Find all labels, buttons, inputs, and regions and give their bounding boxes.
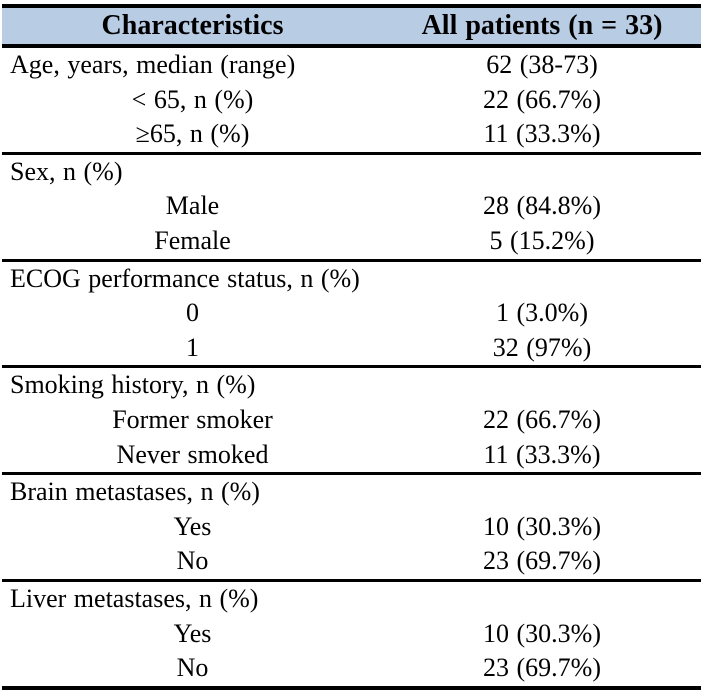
value-cell: 11 (33.3%) <box>483 439 601 469</box>
value-cell <box>383 258 701 297</box>
value-cell: 22 (66.7%) <box>483 404 601 434</box>
header-row: Characteristics All patients (n = 33) <box>2 4 701 48</box>
table-row: Male 28 (84.8%) <box>2 189 701 224</box>
characteristic-cell: Brain metastases, n (%) <box>2 472 383 510</box>
value-cell: 62 (38-73) <box>486 50 598 79</box>
characteristic-cell: Smoking history, n (%) <box>2 365 383 403</box>
column-header-all-patients: All patients (n = 33) <box>383 4 701 48</box>
value-cell <box>383 365 701 403</box>
table-row: Yes 10 (30.3%) <box>2 617 701 652</box>
characteristic-cell: Yes <box>173 511 212 541</box>
table-row: Age, years, median (range) 62 (38-73) <box>2 46 701 83</box>
characteristic-cell: Female <box>154 225 231 255</box>
characteristic-cell: Yes <box>173 618 212 648</box>
characteristic-cell: No <box>176 546 209 576</box>
table-row: Sex, n (%) <box>2 151 701 190</box>
characteristic-cell: Male <box>165 191 220 221</box>
patient-characteristics-table: Characteristics All patients (n = 33) Ag… <box>2 4 701 690</box>
table-row: 0 1 (3.0%) <box>2 296 701 331</box>
characteristic-cell: ≥65, n (%) <box>135 119 250 149</box>
value-cell: 10 (30.3%) <box>483 618 601 648</box>
table-body: Age, years, median (range) 62 (38-73) < 65… <box>2 46 701 690</box>
table-row: ≥65, n (%) 11 (33.3%) <box>2 117 701 153</box>
value-cell: 5 (15.2%) <box>489 225 595 255</box>
table-row: Brain metastases, n (%) <box>2 472 701 510</box>
characteristic-cell: Sex, n (%) <box>2 151 383 190</box>
characteristic-cell: Former smoker <box>112 404 273 434</box>
characteristic-cell: ECOG performance status, n (%) <box>2 258 383 297</box>
table-row: Female 5 (15.2%) <box>2 224 701 260</box>
value-cell <box>383 472 701 510</box>
characteristic-cell: < 65, n (%) <box>131 84 254 114</box>
table-row: Liver metastases, n (%) <box>2 578 701 617</box>
table-row: < 65, n (%) 22 (66.7%) <box>2 83 701 118</box>
value-cell: 11 (33.3%) <box>483 119 601 149</box>
value-cell: 23 (69.7%) <box>483 546 601 576</box>
table-row: No 23 (69.7%) <box>2 651 701 690</box>
table-row: 1 32 (97%) <box>2 331 701 367</box>
characteristic-cell: Liver metastases, n (%) <box>2 578 383 617</box>
value-cell <box>383 578 701 617</box>
column-header-characteristics: Characteristics <box>2 4 383 48</box>
characteristic-cell: 1 <box>186 332 199 362</box>
value-cell: 23 (69.7%) <box>383 651 701 690</box>
characteristic-cell: Never smoked <box>116 439 269 469</box>
table-row: No 23 (69.7%) <box>2 544 701 580</box>
value-cell: 22 (66.7%) <box>483 84 601 114</box>
table-header: Characteristics All patients (n = 33) <box>2 4 701 48</box>
table-row: ECOG performance status, n (%) <box>2 258 701 297</box>
table-row: Smoking history, n (%) <box>2 365 701 403</box>
table-row: Yes 10 (30.3%) <box>2 510 701 545</box>
value-cell: 1 (3.0%) <box>496 298 588 328</box>
table-row: Former smoker 22 (66.7%) <box>2 403 701 438</box>
value-cell: 10 (30.3%) <box>483 511 601 541</box>
characteristic-cell: 0 <box>186 298 199 328</box>
table-row: Never smoked 11 (33.3%) <box>2 438 701 474</box>
characteristic-cell: Age, years, median (range) <box>10 50 296 79</box>
value-cell: 28 (84.8%) <box>483 191 601 221</box>
value-cell: 32 (97%) <box>492 332 592 362</box>
characteristic-cell: No <box>2 651 383 690</box>
value-cell <box>383 151 701 190</box>
